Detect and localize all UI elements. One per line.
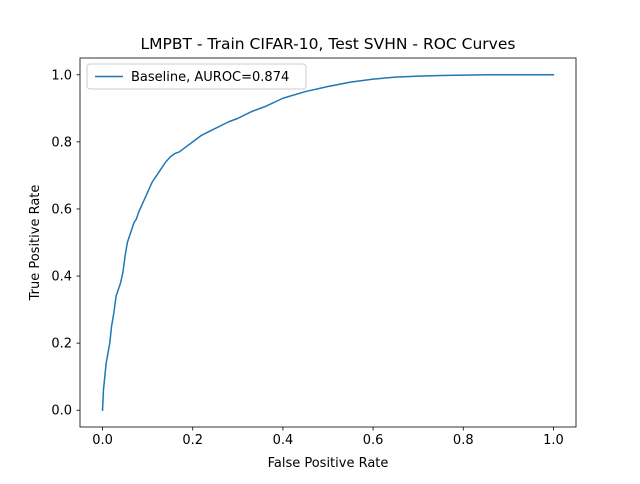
y-tick-label: 0.8 xyxy=(51,135,72,150)
y-tick-label: 0.6 xyxy=(51,202,72,217)
y-tick-label: 0.0 xyxy=(51,404,72,419)
x-tick-label: 0.4 xyxy=(273,433,294,448)
legend: Baseline, AUROC=0.874 xyxy=(86,63,307,90)
y-tick-label: 0.2 xyxy=(51,337,72,352)
y-axis-label: True Positive Rate xyxy=(28,185,43,302)
axes-frame xyxy=(79,57,577,428)
chart-title: LMPBT - Train CIFAR-10, Test SVHN - ROC … xyxy=(141,35,516,53)
x-tick-label: 0.8 xyxy=(453,433,474,448)
x-axis-label: False Positive Rate xyxy=(268,456,389,471)
y-tick-label: 0.4 xyxy=(51,270,72,285)
x-tick-label: 0.2 xyxy=(182,433,203,448)
axes-layer: 0.0 0.2 0.4 0.6 0.8 1.0 0.0 0.2 0.4 0.6 0.8 1.0 xyxy=(51,57,577,448)
legend-label: Baseline, AUROC=0.874 xyxy=(131,70,289,85)
x-tick-label: 0.6 xyxy=(363,433,384,448)
y-tick-label: 1.0 xyxy=(51,68,72,83)
x-tick-label: 0.0 xyxy=(92,433,113,448)
plot-content xyxy=(101,74,555,412)
legend-box xyxy=(86,63,307,90)
x-tick-label: 1.0 xyxy=(543,433,564,448)
series-line-0 xyxy=(101,74,555,412)
